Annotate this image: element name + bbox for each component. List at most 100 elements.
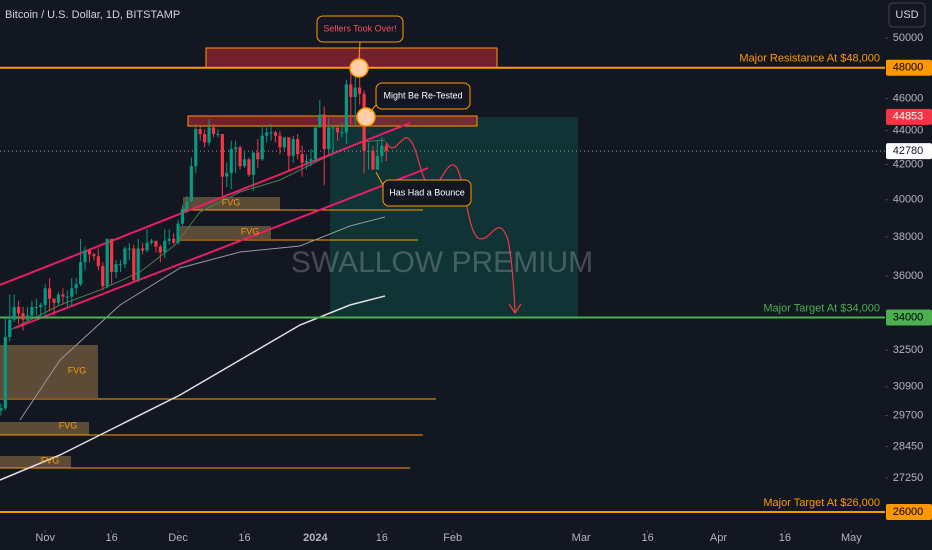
x-tick-label: Mar	[572, 532, 591, 544]
fvg-box	[183, 197, 280, 210]
y-tick-label: 44000	[893, 125, 924, 137]
candle-body	[247, 159, 251, 175]
x-tick-label: 16	[376, 532, 388, 544]
overlay: Sellers Took Over! Might Be Re-Tested Ha…	[5, 2, 926, 465]
chart-title: Bitcoin / U.S. Dollar, 1D, BITSTAMP	[5, 9, 180, 21]
fvg-box	[0, 422, 89, 435]
candle-body	[296, 139, 300, 155]
price-badge	[886, 108, 932, 125]
x-tick-label: 2024	[303, 532, 328, 544]
candle-body	[149, 240, 154, 243]
candle-body	[304, 161, 309, 163]
candle-body	[52, 298, 56, 303]
x-tick-label: Nov	[35, 532, 55, 544]
candle-body	[92, 254, 96, 257]
callout-text: Sellers Took Over!	[323, 23, 396, 33]
level-label: Major Target At $26,000	[763, 497, 880, 509]
candle-body	[265, 132, 269, 136]
x-tick-label: May	[841, 532, 862, 544]
level-label: Major Target At $34,000	[763, 302, 880, 314]
retest-zone	[187, 115, 478, 127]
candle-body	[136, 248, 140, 281]
y-tick-label: 46000	[893, 92, 924, 104]
candle-body	[273, 132, 278, 136]
callout-text: Might Be Re-Tested	[383, 90, 462, 100]
candle-body	[65, 296, 69, 298]
candle-body	[17, 306, 21, 314]
candle-body	[291, 139, 295, 156]
candle-body	[203, 134, 207, 143]
candle-body	[256, 152, 260, 160]
candle-body	[123, 248, 127, 265]
currency-label[interactable]: USD	[895, 9, 918, 21]
fvg-label: FVG	[41, 455, 60, 465]
candle-body	[167, 238, 171, 241]
callout-pointer	[358, 41, 361, 60]
x-tick-label: 16	[238, 532, 250, 544]
candle-body	[251, 152, 255, 175]
candle-body	[331, 127, 335, 129]
y-tick-label: 42000	[893, 158, 924, 170]
candle-body	[154, 240, 158, 247]
fvg-box	[0, 456, 71, 468]
candle-body	[118, 264, 123, 266]
candle-body	[48, 288, 52, 299]
candle-body	[132, 248, 136, 281]
callout-pointer	[369, 104, 377, 113]
currency-button[interactable]	[888, 2, 926, 28]
price-badge	[886, 503, 932, 520]
fvg-label: FVG	[68, 365, 87, 375]
drawings	[0, 47, 578, 481]
candle-body	[318, 114, 322, 128]
candle-body	[353, 87, 357, 97]
candle-body	[114, 264, 118, 273]
candle-body	[172, 238, 176, 243]
fvg-box	[0, 345, 98, 398]
watermark: SWALLOW PREMIUM	[291, 246, 593, 279]
y-tick-label: 36000	[893, 270, 924, 282]
candle-body	[74, 284, 78, 289]
callout-text: Has Had a Bounce	[389, 187, 465, 197]
y-tick-label: 50000	[893, 32, 924, 44]
candle-body	[278, 135, 282, 148]
candle-body	[43, 288, 47, 305]
candle-body	[145, 242, 149, 251]
y-tick-label: 29700	[893, 409, 924, 421]
candle-body	[110, 238, 114, 273]
channel-line	[0, 122, 411, 286]
candle-body	[260, 135, 264, 160]
x-tick-label: 16	[105, 532, 117, 544]
candle-body	[238, 147, 242, 167]
candle-body	[216, 134, 220, 136]
candle-body	[12, 306, 16, 320]
candle-body	[327, 127, 331, 150]
x-tick-label: Apr	[710, 532, 727, 544]
y-tick-label: 40000	[893, 194, 924, 206]
y-tick-label: 38000	[893, 231, 924, 243]
price-badge	[886, 59, 932, 76]
price-badge-label: 34000	[893, 311, 924, 323]
candle-body	[21, 313, 25, 320]
candle-body	[225, 173, 229, 177]
candle-body	[0, 408, 3, 411]
candle-body	[189, 166, 193, 202]
candle-body	[158, 246, 162, 253]
candle-body	[105, 238, 109, 287]
candle-body	[61, 294, 65, 297]
candle-body	[180, 208, 185, 224]
price-badge-label: 42780	[893, 145, 924, 157]
candle-body	[141, 248, 145, 251]
channel-line	[14, 167, 429, 329]
candle-body	[87, 250, 92, 255]
candle-body	[366, 150, 371, 152]
price-badge-label: 48000	[893, 62, 924, 74]
candle-body	[229, 149, 233, 174]
candle-body	[344, 84, 348, 133]
x-tick-label: 16	[779, 532, 791, 544]
candle-body	[211, 127, 216, 135]
candle-body	[300, 154, 304, 163]
candle-body	[340, 132, 344, 134]
candle-body	[198, 129, 202, 135]
